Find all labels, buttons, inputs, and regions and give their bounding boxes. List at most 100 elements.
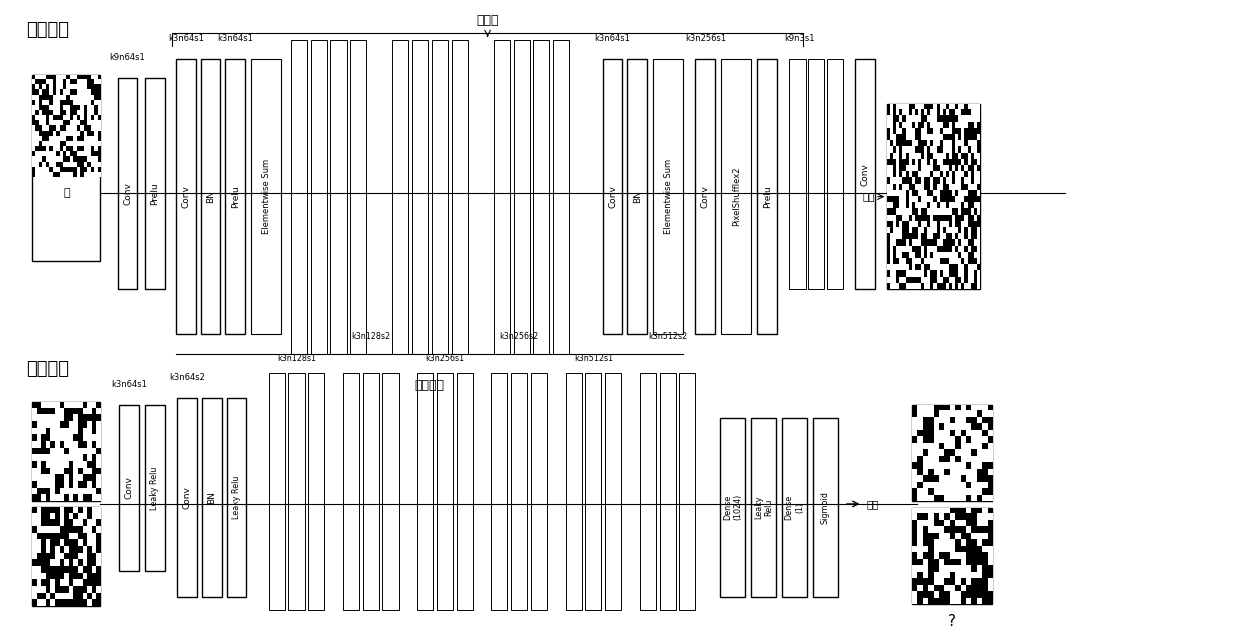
Bar xyxy=(436,373,453,610)
Text: Leaky Relu: Leaky Relu xyxy=(232,476,241,520)
Bar xyxy=(888,104,980,289)
Text: 输出: 输出 xyxy=(862,192,875,202)
Text: Sigmoid: Sigmoid xyxy=(821,491,830,523)
Bar xyxy=(911,404,992,501)
Text: k3n64s1: k3n64s1 xyxy=(167,34,203,43)
Text: PixelShufflex2: PixelShufflex2 xyxy=(732,167,740,226)
Text: k3n256s1: k3n256s1 xyxy=(684,34,725,43)
Bar xyxy=(758,59,777,334)
Bar xyxy=(145,78,165,289)
Bar xyxy=(808,59,825,289)
Bar xyxy=(118,78,138,289)
Text: 生成网络: 生成网络 xyxy=(26,21,69,39)
Bar xyxy=(722,59,751,334)
Bar xyxy=(603,59,622,334)
Bar xyxy=(392,40,408,354)
Text: Conv: Conv xyxy=(861,163,869,186)
Bar xyxy=(640,373,656,610)
Bar xyxy=(456,373,472,610)
Bar xyxy=(176,59,196,334)
Text: k3n512s1: k3n512s1 xyxy=(574,354,613,363)
Bar xyxy=(291,40,308,354)
Text: Conv: Conv xyxy=(123,182,133,205)
Text: Prelu: Prelu xyxy=(763,185,771,208)
Bar xyxy=(856,59,875,289)
Bar xyxy=(513,40,529,354)
Text: Conv: Conv xyxy=(608,185,618,208)
Bar xyxy=(202,398,222,597)
Bar xyxy=(227,398,247,597)
Bar xyxy=(145,404,165,571)
Bar xyxy=(362,373,378,610)
Bar xyxy=(252,59,281,334)
Text: Conv: Conv xyxy=(124,476,134,500)
Text: Conv: Conv xyxy=(701,185,709,208)
Bar xyxy=(533,40,549,354)
Bar xyxy=(511,373,527,610)
Text: Dense
(1): Dense (1) xyxy=(785,494,805,520)
Bar xyxy=(432,40,448,354)
Text: k3n64s1: k3n64s1 xyxy=(217,34,253,43)
Bar xyxy=(32,507,100,606)
Text: Conv: Conv xyxy=(181,185,190,208)
Text: Leaky Relu: Leaky Relu xyxy=(150,466,159,510)
Bar xyxy=(269,373,285,610)
Text: k3n64s1: k3n64s1 xyxy=(110,380,146,389)
Text: BN: BN xyxy=(632,190,642,203)
Bar xyxy=(605,373,621,610)
Text: 跳层连接: 跳层连接 xyxy=(414,379,444,392)
Bar xyxy=(201,59,221,334)
Bar xyxy=(417,373,433,610)
Bar xyxy=(494,40,510,354)
Text: k3n128s1: k3n128s1 xyxy=(277,354,316,363)
Text: k9n64s1: k9n64s1 xyxy=(109,53,145,62)
Bar xyxy=(311,40,327,354)
Bar xyxy=(696,59,715,334)
Bar xyxy=(226,59,246,334)
Text: 输出: 输出 xyxy=(867,499,879,509)
Bar xyxy=(813,417,838,597)
Text: Conv: Conv xyxy=(182,486,191,509)
Bar xyxy=(32,401,100,501)
Bar xyxy=(331,40,346,354)
Bar xyxy=(350,40,366,354)
Bar xyxy=(627,59,647,334)
Bar xyxy=(343,373,358,610)
Bar xyxy=(720,417,745,597)
Bar xyxy=(827,59,843,289)
Bar xyxy=(585,373,601,610)
Text: Elementwise Sum: Elementwise Sum xyxy=(663,159,673,234)
Bar xyxy=(309,373,325,610)
Bar xyxy=(451,40,467,354)
Text: 输: 输 xyxy=(63,137,69,147)
Text: BN: BN xyxy=(207,491,216,504)
Bar xyxy=(653,59,683,334)
Bar xyxy=(119,404,139,571)
Bar xyxy=(382,373,398,610)
Text: 判别网络: 判别网络 xyxy=(26,360,69,378)
Bar xyxy=(782,417,807,597)
Text: k9n3s1: k9n3s1 xyxy=(784,34,815,43)
Bar xyxy=(790,59,806,289)
Text: Prelu: Prelu xyxy=(231,185,239,208)
Text: k3n256s2: k3n256s2 xyxy=(500,332,539,341)
Bar xyxy=(680,373,696,610)
Text: k3n512s2: k3n512s2 xyxy=(649,332,687,341)
Text: 残差块: 残差块 xyxy=(476,14,498,27)
Text: k3n64s1: k3n64s1 xyxy=(595,34,630,43)
Bar xyxy=(491,373,507,610)
Text: BN: BN xyxy=(206,190,215,203)
Text: ?: ? xyxy=(949,614,956,629)
Text: k3n128s2: k3n128s2 xyxy=(351,332,391,341)
Bar xyxy=(565,373,582,610)
Bar xyxy=(553,40,569,354)
Text: Elementwise Sum: Elementwise Sum xyxy=(262,159,270,234)
Bar xyxy=(660,373,676,610)
Text: 输
入: 输 入 xyxy=(63,439,69,463)
Text: 入: 入 xyxy=(63,188,69,199)
Text: k3n256s1: k3n256s1 xyxy=(425,354,465,363)
Bar xyxy=(32,75,100,260)
Bar xyxy=(911,509,992,604)
Bar xyxy=(531,373,547,610)
Text: k3n64s2: k3n64s2 xyxy=(169,374,205,383)
